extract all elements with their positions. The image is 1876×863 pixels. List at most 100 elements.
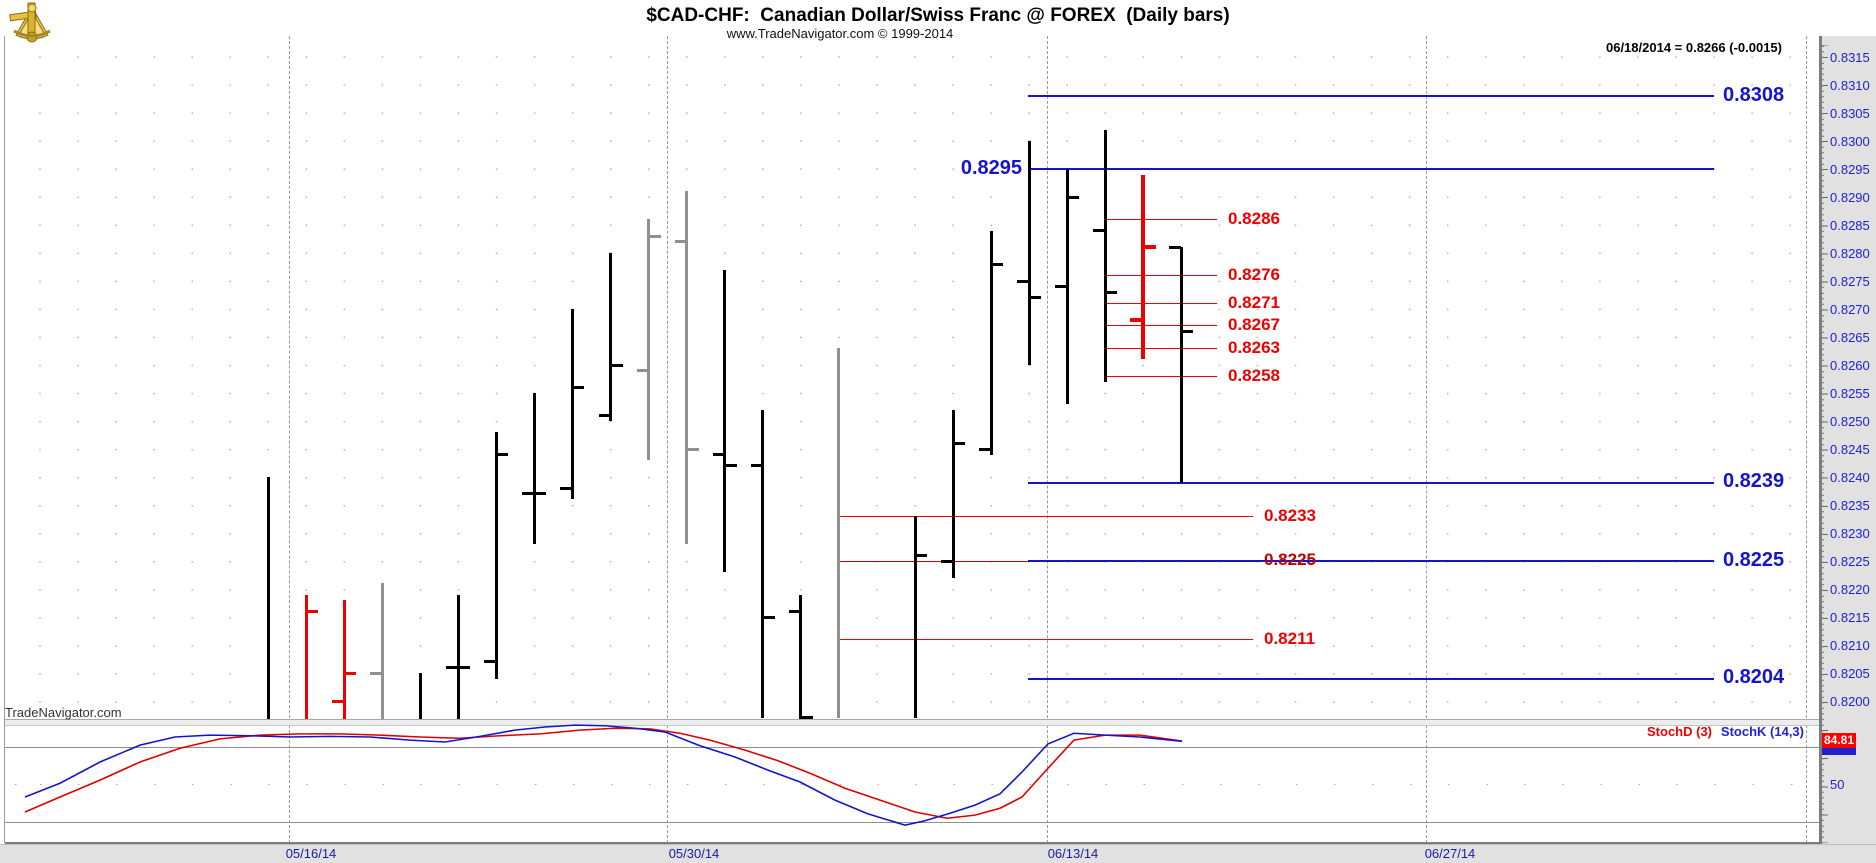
level-line[interactable] [839, 638, 1253, 640]
ohlc-bar[interactable] [685, 191, 689, 545]
price-chart-panel[interactable] [5, 36, 1819, 719]
price-axis-minor-ticks [1820, 45, 1824, 843]
level-line[interactable] [839, 515, 1253, 517]
trade-navigator-logo-icon[interactable] [6, 1, 58, 45]
level-label[interactable]: 0.8295 [960, 156, 1022, 179]
ohlc-bar[interactable] [837, 348, 841, 718]
close-tick [686, 447, 699, 451]
open-tick [1169, 245, 1182, 249]
open-tick [446, 665, 459, 669]
close-tick [1181, 329, 1194, 333]
price-tick-label: 0.8315 [1830, 50, 1870, 65]
level-label[interactable]: 0.8308 [1723, 83, 1785, 106]
ohlc-bar[interactable] [1103, 129, 1107, 382]
ohlc-bar[interactable] [723, 269, 727, 573]
ohlc-bar[interactable] [342, 600, 346, 719]
close-tick [1143, 245, 1157, 250]
ohlc-bar[interactable] [989, 230, 993, 455]
open-tick [1055, 285, 1068, 289]
level-label[interactable]: 0.8204 [1723, 666, 1785, 689]
open-tick [522, 492, 535, 496]
ohlc-bar[interactable] [570, 309, 574, 500]
ohlc-bar[interactable] [647, 219, 651, 461]
ohlc-bar[interactable] [1179, 247, 1183, 483]
level-label[interactable]: 0.8211 [1264, 628, 1316, 648]
close-tick [915, 553, 928, 557]
level-label[interactable]: 0.8271 [1228, 292, 1280, 312]
close-tick [344, 671, 357, 675]
level-line[interactable] [1104, 347, 1217, 349]
ohlc-bar[interactable] [609, 253, 613, 421]
date-tick-label: 06/27/14 [1424, 846, 1476, 861]
price-tick-label: 0.8275 [1830, 274, 1870, 289]
stoch-k-legend-label[interactable]: StochK (14,3) [1720, 724, 1804, 739]
panel-separator [5, 719, 1819, 726]
open-tick [560, 486, 573, 490]
level-line[interactable] [1028, 481, 1714, 484]
level-line[interactable] [1028, 168, 1714, 170]
open-tick [1017, 279, 1030, 283]
price-tick-label: 0.8295 [1830, 162, 1870, 177]
stochastic-curves[interactable] [5, 719, 1819, 843]
price-tick-label: 0.8255 [1830, 386, 1870, 401]
level-line[interactable] [1104, 274, 1217, 276]
ohlc-bar[interactable] [418, 673, 422, 719]
level-label[interactable]: 0.8258 [1228, 365, 1280, 385]
level-line[interactable] [1028, 560, 1714, 562]
ohlc-bar[interactable] [266, 477, 270, 719]
level-label[interactable]: 0.8225 [1723, 548, 1785, 571]
level-line[interactable] [1104, 325, 1217, 327]
ohlc-bar[interactable] [456, 594, 460, 719]
level-line[interactable] [1104, 218, 1217, 220]
open-tick [674, 240, 687, 244]
ohlc-bar[interactable] [380, 583, 384, 719]
level-line[interactable] [839, 560, 1028, 562]
price-tick-label: 0.8290 [1830, 190, 1870, 205]
level-label[interactable]: 0.8276 [1228, 264, 1280, 284]
ohlc-bar[interactable] [494, 432, 498, 679]
open-tick [712, 453, 725, 457]
ohlc-bar[interactable] [1027, 141, 1031, 365]
close-tick [724, 464, 737, 468]
date-tick-label: 05/16/14 [285, 846, 337, 861]
level-line[interactable] [1104, 302, 1217, 304]
date-axis-scale[interactable] [0, 844, 1876, 863]
stoch-d-legend-label[interactable]: StochD (3) [1647, 724, 1712, 739]
open-tick [1130, 318, 1144, 323]
ohlc-bar[interactable] [913, 516, 917, 718]
level-label[interactable]: 0.8267 [1228, 315, 1280, 335]
open-tick [979, 447, 992, 451]
ohlc-bar[interactable] [532, 393, 536, 545]
ohlc-bar[interactable] [1141, 174, 1146, 360]
close-tick [1067, 195, 1080, 199]
close-tick [306, 609, 319, 613]
level-label[interactable]: 0.8225 [1264, 550, 1316, 570]
level-line[interactable] [1028, 95, 1714, 98]
open-tick [750, 464, 763, 468]
level-label[interactable]: 0.8263 [1228, 337, 1280, 357]
level-label[interactable]: 0.8239 [1723, 470, 1785, 493]
ohlc-bar[interactable] [761, 409, 765, 718]
price-tick-label: 0.8240 [1830, 470, 1870, 485]
ohlc-bar[interactable] [304, 594, 308, 719]
stoch-bottom-border [5, 842, 1822, 844]
ohlc-bar[interactable] [951, 409, 955, 578]
open-tick [1093, 229, 1106, 233]
level-label[interactable]: 0.8286 [1228, 208, 1280, 228]
level-line[interactable] [1028, 677, 1714, 680]
last-quote-readout: 06/18/2014 = 0.8266 (-0.0015) [1605, 40, 1782, 55]
open-tick [332, 699, 345, 703]
level-label[interactable]: 0.8233 [1264, 505, 1316, 525]
open-tick [636, 369, 649, 373]
vertical-gridline [667, 36, 669, 843]
price-tick-label: 0.8285 [1830, 218, 1870, 233]
price-tick-label: 0.8250 [1830, 414, 1870, 429]
close-tick [458, 665, 471, 669]
ohlc-bar[interactable] [799, 594, 803, 719]
price-axis-scale[interactable] [1822, 36, 1876, 844]
level-line[interactable] [1104, 375, 1217, 377]
price-tick-label: 0.8310 [1830, 78, 1870, 93]
vertical-gridline [1047, 36, 1049, 843]
open-tick [598, 413, 611, 417]
ohlc-bar[interactable] [1065, 169, 1069, 405]
